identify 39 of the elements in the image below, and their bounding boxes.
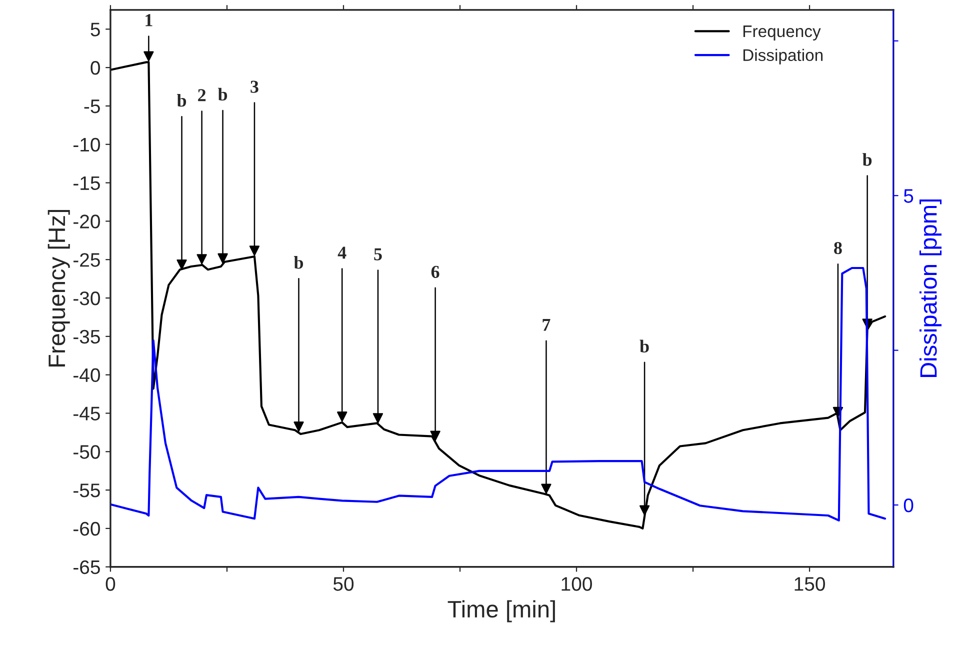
annotation: b <box>176 94 186 107</box>
x-tick-label: 50 <box>333 577 354 591</box>
annotation: 2 <box>198 89 206 102</box>
annotation: b <box>294 256 304 269</box>
x-axis-title: Time [min] <box>448 600 555 622</box>
x-tick-label: 100 <box>562 577 592 591</box>
x-tick-label: 0 <box>106 577 116 591</box>
y-tick-label: -60 <box>74 522 100 536</box>
y-tick-label: 5 <box>90 22 100 36</box>
y-tick-label: -50 <box>74 445 100 459</box>
annotation: 1 <box>146 14 152 26</box>
y-tick-label: -10 <box>74 138 100 152</box>
y-axis-title: Frequency [Hz] <box>48 210 70 367</box>
y-tick-label: -20 <box>74 214 100 228</box>
annotation: 8 <box>834 242 842 254</box>
annotation: 4 <box>338 246 346 259</box>
legend-label: Dissipation <box>743 48 823 64</box>
y2-tick-label: 0 <box>904 498 914 512</box>
y-tick-label: -40 <box>74 368 100 382</box>
annotation: 6 <box>431 266 440 278</box>
y-tick-label: -55 <box>74 484 100 498</box>
annotation: 7 <box>542 318 550 331</box>
y2-axis-title: Dissipation [ppm] <box>920 200 942 378</box>
y-tick-label: -65 <box>74 560 100 574</box>
annotation: b <box>218 88 228 101</box>
y-tick-label: 0 <box>90 61 100 75</box>
y-tick-label: -35 <box>74 330 100 344</box>
y-tick-label: -15 <box>74 176 100 190</box>
annotation: b <box>640 340 649 352</box>
y-tick-label: -5 <box>84 100 100 114</box>
annotation: b <box>862 153 872 166</box>
y-tick-label: -25 <box>74 253 100 267</box>
y-tick-label: -45 <box>74 406 100 420</box>
x-tick-label: 150 <box>794 577 825 591</box>
annotation: 3 <box>250 80 258 93</box>
y2-tick-label: 5 <box>904 189 914 203</box>
legend-label: Frequency <box>743 26 821 40</box>
y-tick-label: -30 <box>74 291 100 306</box>
annotation: 5 <box>374 248 382 260</box>
